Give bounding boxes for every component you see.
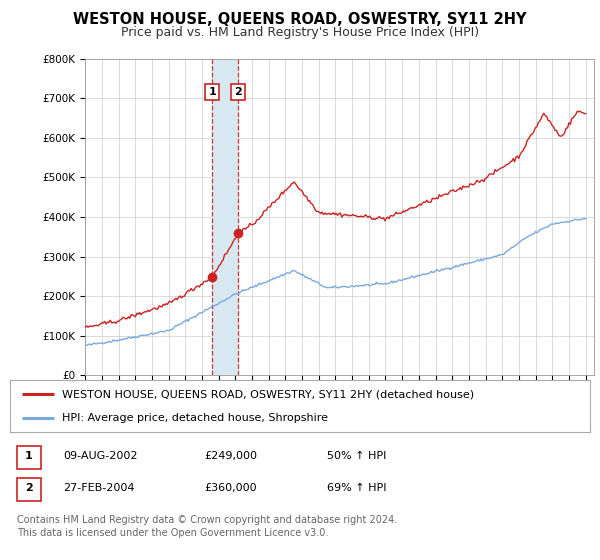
Text: £360,000: £360,000 — [204, 483, 257, 493]
Text: 1: 1 — [208, 87, 216, 97]
Text: Price paid vs. HM Land Registry's House Price Index (HPI): Price paid vs. HM Land Registry's House … — [121, 26, 479, 39]
Text: 1: 1 — [25, 451, 32, 461]
Text: 09-AUG-2002: 09-AUG-2002 — [63, 451, 137, 461]
Text: £249,000: £249,000 — [204, 451, 257, 461]
Text: 27-FEB-2004: 27-FEB-2004 — [63, 483, 134, 493]
Text: This data is licensed under the Open Government Licence v3.0.: This data is licensed under the Open Gov… — [17, 528, 328, 538]
Text: 69% ↑ HPI: 69% ↑ HPI — [327, 483, 386, 493]
Text: WESTON HOUSE, QUEENS ROAD, OSWESTRY, SY11 2HY (detached house): WESTON HOUSE, QUEENS ROAD, OSWESTRY, SY1… — [62, 389, 475, 399]
Text: WESTON HOUSE, QUEENS ROAD, OSWESTRY, SY11 2HY: WESTON HOUSE, QUEENS ROAD, OSWESTRY, SY1… — [73, 12, 527, 27]
Text: 2: 2 — [234, 87, 242, 97]
Text: Contains HM Land Registry data © Crown copyright and database right 2024.: Contains HM Land Registry data © Crown c… — [17, 515, 397, 525]
Text: 2: 2 — [25, 483, 32, 493]
Text: HPI: Average price, detached house, Shropshire: HPI: Average price, detached house, Shro… — [62, 413, 328, 423]
Text: 50% ↑ HPI: 50% ↑ HPI — [327, 451, 386, 461]
Bar — [212, 59, 238, 375]
